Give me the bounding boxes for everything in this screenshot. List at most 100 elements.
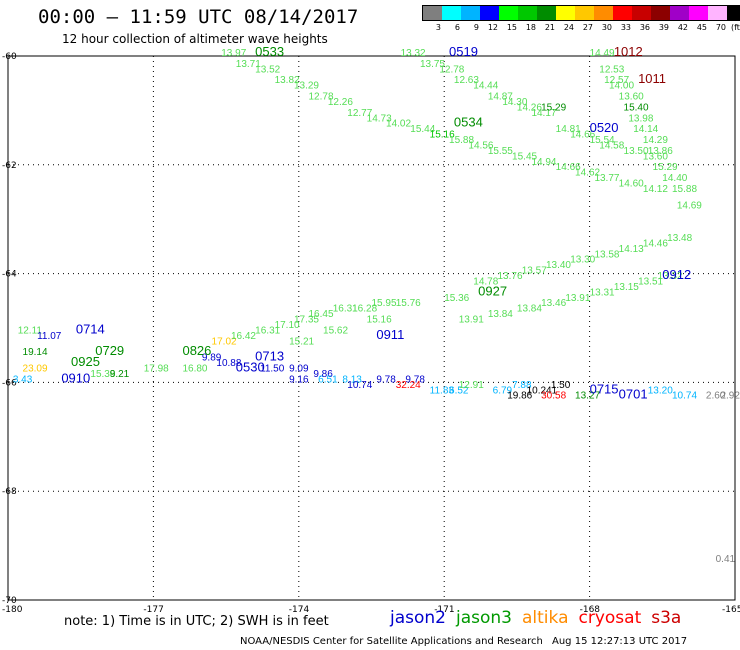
wave-height-label: 9.78	[405, 374, 425, 385]
wave-height-label: 14.87	[488, 92, 513, 103]
satellite-name-jason3: jason3	[456, 608, 512, 628]
wave-height-label: 14.17	[531, 108, 556, 119]
legend-swatch	[651, 6, 670, 20]
pass-time-label: 0534	[454, 115, 483, 130]
wave-height-label: 12.91	[459, 380, 484, 391]
pass-time-label: 0713	[255, 349, 284, 364]
wave-height-label: 15.29	[541, 102, 566, 113]
wave-height-label: 13.86	[648, 146, 673, 157]
wave-height-label: 6.51	[318, 374, 338, 385]
wave-height-label: 14.78	[473, 276, 498, 287]
legend-swatch	[480, 6, 499, 20]
legend-swatch	[423, 6, 442, 20]
satellite-name-altika: altika	[522, 608, 569, 628]
wave-height-label: 13.91	[459, 315, 484, 326]
wave-height-label: 14.94	[531, 157, 556, 168]
legend-bin-label: 15	[506, 23, 517, 32]
wave-height-label: 16.80	[182, 364, 207, 375]
wave-height-label: 9.78	[376, 374, 396, 385]
wave-height-label: 12.63	[454, 75, 479, 86]
wave-height-label: 32.24	[396, 380, 421, 391]
wave-height-label: 13.30	[570, 255, 595, 266]
wave-height-label: 12.78	[308, 92, 333, 103]
legend-swatch	[461, 6, 480, 20]
wave-height-label: 10.74	[672, 391, 697, 402]
wave-height-label: 13.31	[590, 287, 615, 298]
wave-height-label: 13.76	[498, 271, 523, 282]
wave-height-label: 1.50	[551, 380, 571, 391]
wave-height-label: 16.42	[231, 331, 256, 342]
wave-height-label: 15.36	[444, 293, 469, 304]
pass-time-label: 0715	[590, 381, 619, 396]
x-tick-label: -168	[580, 605, 601, 615]
wave-height-label: 15.88	[672, 184, 697, 195]
pass-time-label: 0729	[95, 343, 124, 358]
wave-height-label: 13.32	[401, 48, 426, 59]
legend-bin-label: 6	[454, 23, 460, 32]
wave-height-label: 15.54	[590, 135, 615, 146]
wave-height-label: 9.21	[110, 369, 130, 380]
pass-time-label: 0912	[662, 267, 691, 282]
satellite-legend: jason2 jason3 altika cryosat s3a	[390, 608, 691, 628]
y-tick-label: -68	[2, 487, 17, 497]
wave-height-label: 15.55	[488, 146, 513, 157]
wave-height-label: 13.60	[643, 151, 668, 162]
wave-height-label: 13.57	[522, 266, 547, 277]
wave-height-label: 14.46	[643, 238, 668, 249]
wave-height-label: 12.26	[328, 97, 353, 108]
wave-height-label: 16.45	[308, 309, 333, 320]
x-tick-label: -171	[434, 605, 454, 615]
generated-timestamp: Aug 15 12:27:13 UTC 2017	[552, 636, 688, 647]
pass-time-label: 0701	[619, 387, 648, 402]
credit-line: NOAA/NESDIS Center for Satellite Applica…	[240, 636, 543, 647]
wave-height-label: 14.56	[468, 140, 493, 151]
wave-height-label: 30.58	[541, 391, 566, 402]
legend-swatch	[556, 6, 575, 20]
legend-swatch	[689, 6, 708, 20]
wave-height-label: 15.29	[653, 162, 678, 173]
wave-height-label: 14.69	[677, 200, 702, 211]
x-tick-label: -165	[722, 605, 740, 615]
wave-height-label: 12.57	[604, 75, 629, 86]
wave-height-label: 15.16	[367, 315, 392, 326]
wave-height-label: 14.29	[643, 135, 668, 146]
y-tick-label: -60	[2, 52, 17, 62]
wave-height-label: 9.16	[289, 374, 309, 385]
wave-height-label: 7.88	[512, 380, 532, 391]
wave-height-label: 13.40	[546, 260, 571, 271]
legend-bin-label: 70	[715, 23, 726, 32]
pass-time-label: 0530	[236, 360, 265, 375]
wave-height-label: 14.26	[517, 102, 542, 113]
wave-height-label: 14.66	[556, 162, 581, 173]
legend-bin-label: 45	[696, 23, 707, 32]
legend-bin-label: 36	[639, 23, 650, 32]
wave-height-label: 12.77	[347, 108, 372, 119]
legend-bin-label: 9	[473, 23, 479, 32]
wave-height-label: 11.83	[430, 385, 455, 396]
pass-time-label: 0911	[376, 327, 404, 342]
wave-height-label: 14.44	[473, 81, 498, 92]
wave-height-label: 16.31	[333, 304, 358, 315]
wave-height-label: 9.09	[289, 364, 309, 375]
wave-height-label: 14.66	[570, 130, 595, 141]
legend-swatch	[632, 6, 651, 20]
legend-bin-label: 27	[582, 23, 593, 32]
legend-bin-label: 30	[601, 23, 612, 32]
wave-height-label: 23.09	[23, 364, 48, 375]
pass-time-label: 0925	[71, 354, 100, 369]
wave-height-label: 13.84	[517, 304, 542, 315]
satellite-name-s3a: s3a	[651, 608, 682, 628]
legend-swatch	[594, 6, 613, 20]
legend-swatch	[575, 6, 594, 20]
wave-height-label: 9.86	[313, 369, 333, 380]
pass-time-label: 0826	[182, 343, 211, 358]
legend-unit: (ft)	[731, 23, 740, 32]
wave-height-label: 13.52	[255, 64, 280, 75]
wave-height-label: 12.78	[439, 64, 464, 75]
wave-height-label: 15.38	[90, 369, 115, 380]
wave-height-label: 13.48	[667, 233, 692, 244]
y-tick-label: -64	[2, 270, 17, 280]
wave-height-label: 15.44	[410, 124, 435, 135]
wave-height-label: 13.97	[221, 48, 246, 59]
wave-height-label: 13.71	[236, 59, 261, 70]
